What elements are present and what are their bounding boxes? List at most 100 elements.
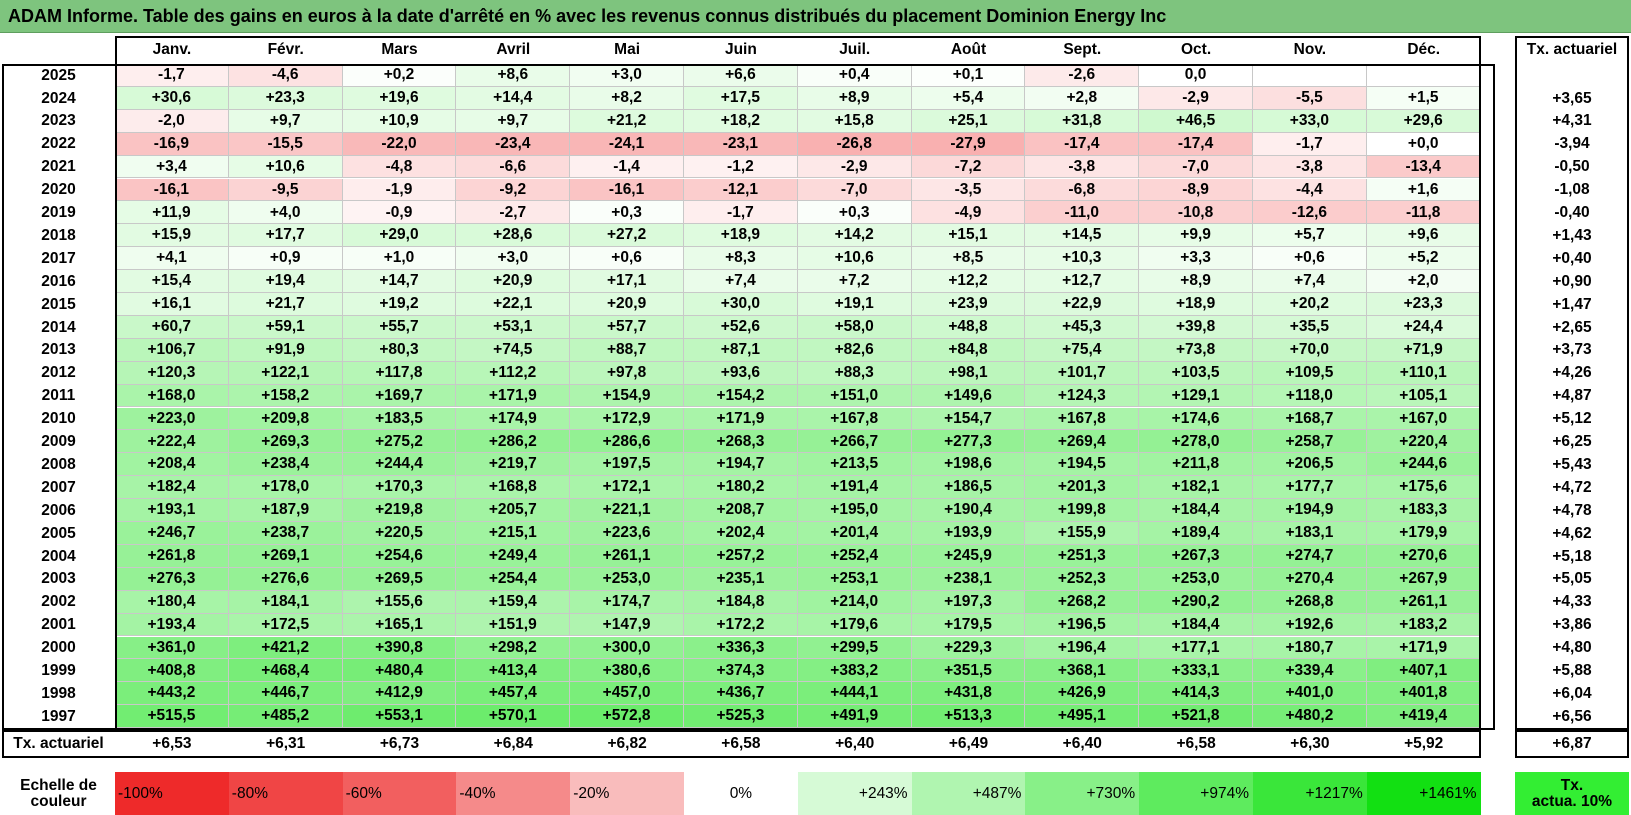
- table-cell: +274,7: [1253, 544, 1367, 568]
- table-cell: +187,9: [228, 499, 343, 522]
- table-cell: +129,1: [1139, 384, 1253, 408]
- scale-swatch: +730%: [1025, 772, 1140, 815]
- table-cell: -26,8: [797, 132, 912, 156]
- table-cell: +0,4: [797, 64, 912, 87]
- table-cell: +29,6: [1366, 109, 1481, 133]
- table-cell: +147,9: [570, 613, 684, 637]
- table-cell: +0,3: [570, 201, 684, 225]
- table-cell: -3,5: [911, 178, 1026, 202]
- table-cell: +35,5: [1253, 315, 1367, 339]
- table-cell: +252,4: [797, 544, 912, 568]
- table-cell: +7,2: [797, 270, 912, 293]
- footer-cell: +6,40: [1062, 735, 1102, 753]
- table-cell: +205,7: [456, 499, 571, 522]
- page-title: ADAM Informe. Table des gains en euros à…: [8, 6, 1167, 26]
- table-cell: -11,0: [1025, 201, 1140, 225]
- table-cell: +194,5: [1025, 453, 1140, 477]
- table-cell: +0,0: [1366, 132, 1481, 156]
- table-cell: +419,4: [1366, 705, 1481, 729]
- table-cell: +172,1: [570, 476, 684, 500]
- table-cell: +84,8: [911, 338, 1026, 362]
- table-cell: +178,0: [228, 476, 343, 500]
- table-cell: +106,7: [115, 338, 229, 362]
- scale-ta-line1: Tx.: [1560, 777, 1584, 794]
- table-cell: +154,9: [570, 384, 684, 408]
- table-cell: +254,6: [342, 544, 457, 568]
- footer-cell: +6,84: [493, 735, 533, 753]
- table-cell: +189,4: [1139, 522, 1253, 545]
- table-cell: -17,4: [1139, 132, 1253, 156]
- table-cell: +17,1: [570, 270, 684, 293]
- row-year: 2023: [41, 112, 76, 130]
- footer-cell: +6,58: [1176, 735, 1216, 753]
- table-cell: -1,2: [684, 155, 798, 179]
- table-cell: +193,9: [911, 522, 1026, 545]
- table-cell: +22,9: [1025, 293, 1140, 316]
- table-cell: +155,9: [1025, 522, 1140, 545]
- table-cell: +120,3: [115, 361, 229, 385]
- row-ta: +1,43: [1552, 226, 1592, 244]
- table-cell: +184,4: [1139, 499, 1253, 522]
- month-header: Avril: [496, 41, 531, 59]
- row-year: 2015: [41, 295, 76, 313]
- row-year: 2000: [41, 639, 76, 657]
- table-cell: +177,7: [1253, 476, 1367, 500]
- table-cell: -6,6: [456, 155, 571, 179]
- table-cell: +169,7: [342, 384, 457, 408]
- table-cell: +184,4: [1139, 613, 1253, 637]
- table-cell: +183,1: [1253, 522, 1367, 545]
- table-cell: +122,1: [228, 361, 343, 385]
- table-cell: +45,3: [1025, 315, 1140, 339]
- footer-cell: +6,30: [1290, 735, 1330, 753]
- table-cell: +168,7: [1253, 407, 1367, 431]
- table-cell: +421,2: [228, 636, 343, 660]
- table-cell: +194,9: [1253, 499, 1367, 522]
- table-cell: -0,9: [342, 201, 457, 225]
- table-cell: +244,6: [1366, 453, 1481, 477]
- table-cell: +182,1: [1139, 476, 1253, 500]
- scale-label-line1: Echelle de: [20, 777, 97, 794]
- month-header: Nov.: [1293, 41, 1327, 59]
- table-cell: +159,4: [456, 590, 571, 614]
- table-cell: -2,6: [1025, 64, 1140, 87]
- table-cell: +71,9: [1366, 338, 1481, 362]
- table-cell: +374,3: [684, 659, 798, 683]
- table-cell: +220,4: [1366, 430, 1481, 454]
- row-ta: +1,47: [1552, 295, 1592, 313]
- table-cell: +276,6: [228, 567, 343, 591]
- table-cell: +194,7: [684, 453, 798, 477]
- table-cell: 0,0: [1139, 64, 1253, 87]
- row-year: 1999: [41, 662, 76, 680]
- row-ta: -3,94: [1554, 135, 1590, 153]
- table-cell: +191,4: [797, 476, 912, 500]
- table-cell: +168,8: [456, 476, 571, 500]
- table-cell: +222,4: [115, 430, 229, 454]
- scale-swatch: +243%: [797, 772, 912, 815]
- table-cell: +2,8: [1025, 86, 1140, 110]
- table-cell: +339,4: [1253, 659, 1367, 683]
- table-cell: +270,6: [1366, 544, 1481, 568]
- row-ta: +5,88: [1552, 662, 1592, 680]
- table-cell: +408,8: [115, 659, 229, 683]
- row-ta: +5,12: [1552, 410, 1592, 428]
- table-cell: +30,6: [115, 86, 229, 110]
- row-year: 2022: [41, 135, 76, 153]
- table-cell: +253,1: [797, 567, 912, 591]
- table-cell: +4,1: [115, 247, 229, 271]
- table-cell: +124,3: [1025, 384, 1140, 408]
- table-cell: +171,9: [684, 407, 798, 431]
- table-cell: +4,0: [228, 201, 343, 225]
- table-cell: +0,3: [797, 201, 912, 225]
- table-cell: +199,8: [1025, 499, 1140, 522]
- table-cell: +7,4: [684, 270, 798, 293]
- table-cell: +192,6: [1253, 613, 1367, 637]
- table-cell: +167,8: [1025, 407, 1140, 431]
- scale-swatch: -80%: [228, 772, 343, 815]
- table-cell: +0,9: [228, 247, 343, 271]
- table-cell: +97,8: [570, 361, 684, 385]
- table-cell: +215,1: [456, 522, 571, 545]
- table-cell: +383,2: [797, 659, 912, 683]
- row-ta: +0,90: [1552, 272, 1592, 290]
- table-cell: +5,4: [911, 86, 1026, 110]
- table-cell: +553,1: [342, 705, 457, 729]
